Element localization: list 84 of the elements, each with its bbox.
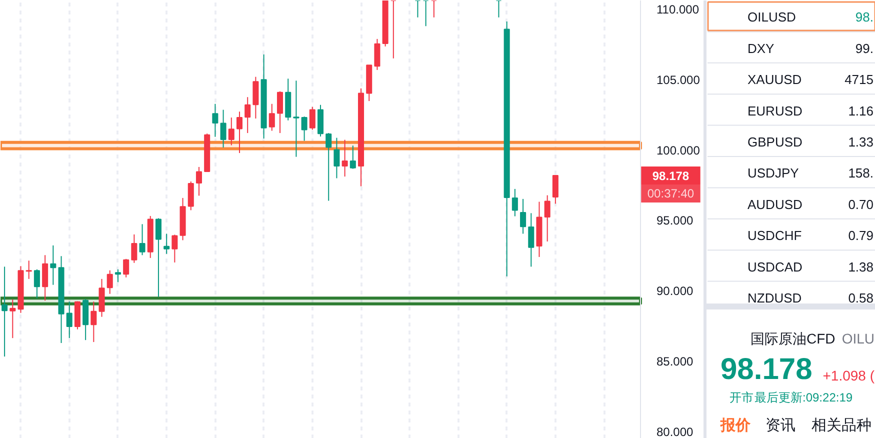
- text: OILUSD: [748, 10, 796, 25]
- text: USDCHF: [748, 228, 802, 244]
- candlestick: [139, 224, 146, 256]
- candlestick: [293, 80, 300, 158]
- candlestick: [188, 180, 194, 211]
- candlestick: [172, 234, 178, 263]
- candlestick: [268, 103, 275, 132]
- candlestick: [106, 270, 113, 294]
- candlestick: [42, 254, 48, 302]
- candlestick: [50, 244, 56, 286]
- text: 国际原油CFD: [750, 330, 836, 346]
- candlestick: [512, 188, 518, 217]
- text: 报价: [720, 417, 752, 434]
- text: 98.: [855, 10, 874, 25]
- candlestick: [164, 233, 170, 254]
- text: 99.: [855, 40, 874, 56]
- candlestick: [301, 116, 308, 142]
- text: NZDUSD: [748, 290, 802, 306]
- candlestick: [34, 268, 40, 299]
- candlestick: [123, 258, 130, 278]
- candlestick: [252, 76, 259, 120]
- candlestick: [374, 38, 380, 70]
- text: 0.70: [848, 196, 874, 212]
- y-tick-label: 100.000: [656, 143, 700, 158]
- text: 1.38: [848, 259, 874, 274]
- candlestick: [520, 198, 526, 234]
- candlestick: [496, 0, 502, 18]
- text: 1.33: [848, 134, 874, 150]
- candlestick: [10, 298, 16, 339]
- text: 1.16: [848, 103, 874, 118]
- candlestick: [114, 268, 121, 283]
- candlestick: [155, 218, 162, 298]
- text: 158.: [848, 166, 874, 181]
- candlestick: [220, 109, 226, 148]
- candlestick: [544, 194, 550, 242]
- text: USDJPY: [748, 166, 800, 181]
- y-tick-label: 80.000: [656, 424, 694, 438]
- candlestick: [66, 301, 72, 339]
- candlestick: [390, 0, 396, 59]
- text: 0.79: [848, 228, 874, 244]
- text: DXY: [748, 40, 775, 56]
- candlestick: [131, 234, 138, 264]
- text: XAUUSD: [748, 72, 802, 88]
- y-tick-label: 85.000: [656, 354, 694, 369]
- candlestick: [26, 260, 32, 280]
- text: 98.178: [652, 168, 690, 183]
- text: 0.58: [848, 290, 874, 306]
- candlestick: [196, 166, 202, 196]
- text: 开市: [730, 390, 754, 404]
- candlestick: [334, 137, 340, 179]
- y-tick-label: 110.000: [656, 2, 700, 16]
- candlestick: [2, 266, 8, 358]
- candlestick: [212, 103, 218, 138]
- text: +1.098 (: [822, 368, 875, 384]
- candlestick: [422, 0, 429, 27]
- text: EURUSD: [748, 103, 802, 118]
- candlestick: [276, 90, 284, 134]
- candlestick: [309, 106, 316, 130]
- text: 4715: [844, 72, 874, 88]
- candlestick: [414, 0, 421, 18]
- y-tick-label: 90.000: [656, 284, 694, 298]
- candlestick: [228, 117, 234, 146]
- candlestick: [244, 96, 251, 134]
- text: 最后更新:09:22:19: [754, 390, 853, 404]
- candlestick: [317, 104, 324, 138]
- candlestick: [350, 145, 356, 170]
- text: 00:37:40: [647, 186, 694, 200]
- candlestick: [528, 212, 534, 268]
- text: 相关品种: [812, 417, 872, 434]
- y-tick-label: 95.000: [656, 214, 694, 228]
- candlestick: [90, 301, 97, 343]
- candlestick: [236, 111, 242, 154]
- text: GBPUSD: [748, 134, 802, 150]
- text: USDCAD: [748, 259, 802, 274]
- text: AUDUSD: [748, 196, 802, 212]
- text: 98.178: [720, 353, 812, 386]
- text: OILU: [842, 330, 875, 346]
- candlestick: [430, 0, 437, 18]
- y-tick-label: 105.000: [656, 72, 700, 87]
- candlestick: [326, 132, 332, 202]
- candlestick: [98, 278, 105, 318]
- text: 资讯: [766, 417, 796, 434]
- candlestick: [342, 139, 348, 178]
- candlestick: [552, 174, 558, 204]
